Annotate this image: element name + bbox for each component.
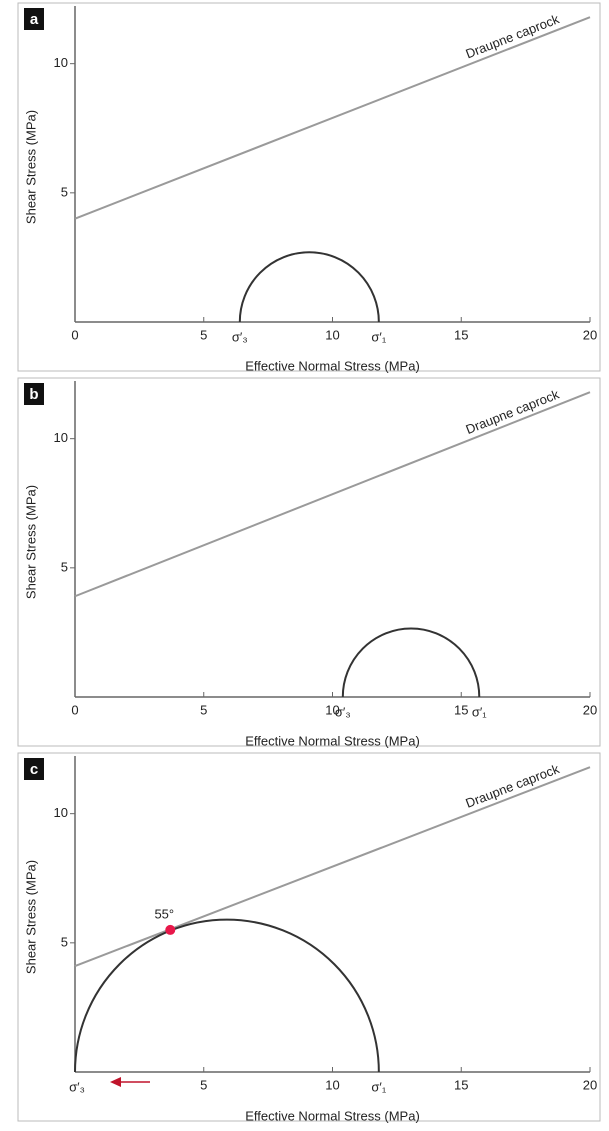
y-axis-label: Shear Stress (MPa) xyxy=(23,860,38,974)
envelope-label: Draupne caprock xyxy=(463,761,561,811)
y-tick-label: 5 xyxy=(61,184,68,199)
sigma1-label: σ′₁ xyxy=(472,704,487,719)
x-tick-label: 10 xyxy=(325,702,339,717)
x-tick-label: 20 xyxy=(583,1077,597,1092)
sigma3-label: σ′₃ xyxy=(232,329,248,344)
x-axis-label: Effective Normal Stress (MPa) xyxy=(245,1108,420,1123)
envelope-line xyxy=(74,16,591,220)
x-axis-label: Effective Normal Stress (MPa) xyxy=(245,358,420,373)
point-label: 55° xyxy=(154,906,174,921)
sigma1-label: σ′₁ xyxy=(371,1079,386,1094)
x-tick-label: 10 xyxy=(325,1077,339,1092)
x-tick-label: 5 xyxy=(200,1077,207,1092)
envelope-line xyxy=(74,766,591,968)
mohr-circle xyxy=(341,627,481,698)
x-tick-label: 0 xyxy=(71,327,78,342)
failure-point xyxy=(165,924,176,935)
mohr-circle xyxy=(74,918,380,1073)
x-axis-label: Effective Normal Stress (MPa) xyxy=(245,733,420,748)
x-tick-label: 20 xyxy=(583,702,597,717)
x-tick-label: 15 xyxy=(454,1077,468,1092)
arrow-head xyxy=(110,1077,121,1087)
panel-frame xyxy=(17,377,601,747)
panel-label-box xyxy=(24,383,44,405)
panel-frame xyxy=(17,752,601,1122)
panel-label-box xyxy=(24,758,44,780)
x-tick-label: 10 xyxy=(325,327,339,342)
y-tick-label: 10 xyxy=(54,55,68,70)
envelope-label: Draupne caprock xyxy=(464,386,562,437)
mohr-circle xyxy=(238,251,380,323)
panel-label: b xyxy=(29,386,38,403)
panel-label: a xyxy=(30,11,39,28)
y-tick-label: 10 xyxy=(54,430,68,445)
x-tick-label: 15 xyxy=(454,702,468,717)
y-tick-label: 10 xyxy=(54,805,68,820)
x-tick-label: 20 xyxy=(583,327,597,342)
sigma3-label: σ′₃ xyxy=(335,704,351,719)
panel-frame xyxy=(17,2,601,372)
sigma3-label: σ′₃ xyxy=(69,1079,85,1094)
panel-label-box xyxy=(24,8,44,30)
envelope-line xyxy=(74,391,591,598)
y-axis-label: Shear Stress (MPa) xyxy=(23,485,38,599)
x-tick-label: 15 xyxy=(454,327,468,342)
y-tick-label: 5 xyxy=(61,559,68,574)
panel-label: c xyxy=(30,761,38,778)
sigma1-label: σ′₁ xyxy=(371,329,386,344)
y-axis-label: Shear Stress (MPa) xyxy=(23,110,38,224)
x-tick-label: 5 xyxy=(200,702,207,717)
x-tick-label: 0 xyxy=(71,702,78,717)
x-tick-label: 5 xyxy=(200,327,207,342)
envelope-label: Draupne caprock xyxy=(464,11,562,61)
arrow xyxy=(110,1077,150,1087)
y-tick-label: 5 xyxy=(61,934,68,949)
